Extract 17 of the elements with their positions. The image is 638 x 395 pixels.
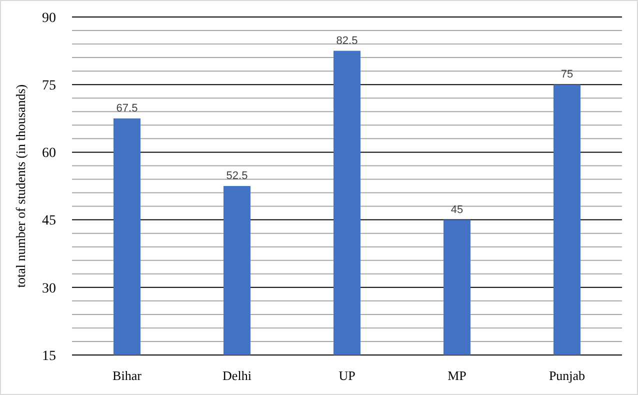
data-label: 82.5: [336, 34, 358, 47]
data-label: 45: [450, 204, 464, 216]
x-tick-label: Bihar: [112, 368, 142, 383]
data-label: 75: [560, 68, 574, 81]
x-tick-label: MP: [448, 368, 466, 383]
y-tick-label: 60: [42, 146, 56, 162]
y-tick-label: 15: [42, 348, 56, 364]
y-axis-title: total number of students (in thousands): [13, 84, 28, 288]
y-tick-label: 45: [42, 214, 56, 229]
y-tick-label: 30: [42, 281, 56, 296]
x-tick-label: UP: [338, 368, 356, 383]
x-tick-label: Delhi: [222, 368, 252, 383]
y-tick-label: 75: [42, 78, 56, 94]
data-label: 67.5: [116, 102, 138, 114]
data-label: 52.5: [226, 170, 248, 182]
y-tick-label: 90: [42, 10, 56, 26]
x-tick-label: Punjab: [548, 368, 586, 383]
